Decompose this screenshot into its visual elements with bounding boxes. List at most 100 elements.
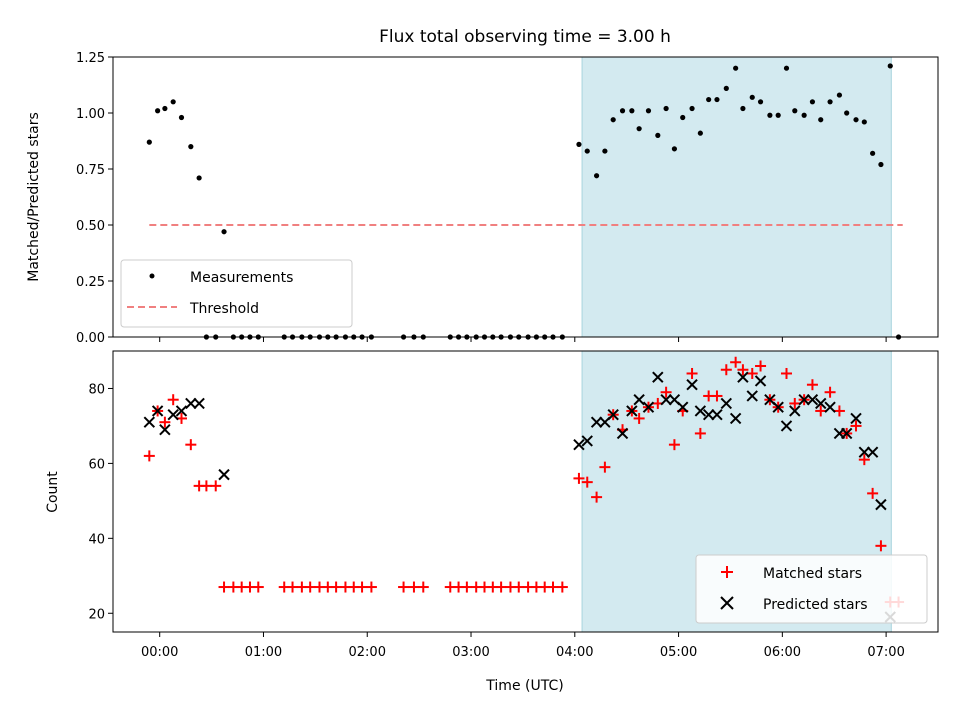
matched-star-point (694, 427, 706, 439)
measurement-point (767, 112, 773, 118)
measurement-point (870, 150, 876, 156)
predicted-star-point (642, 401, 655, 413)
matched-star-point (581, 476, 593, 488)
matched-star-point (780, 367, 792, 379)
matched-star-point (356, 581, 368, 593)
legend-predicted-marker (720, 596, 734, 610)
measurement-point (853, 117, 859, 123)
predicted-star-stroke-b (815, 397, 827, 410)
measurement-point (170, 99, 176, 105)
predicted-star-point (780, 420, 793, 432)
predicted-star-point (590, 416, 603, 428)
legend-matched-label: Matched stars (763, 566, 862, 582)
matched-star-point (573, 472, 585, 484)
predicted-star-stroke-b (175, 405, 188, 417)
predicted-star-point (815, 397, 827, 410)
predicted-star-stroke-b (840, 427, 853, 440)
top-y-axis: 0.00 0.25 0.50 0.75 1.00 1.25 (76, 51, 113, 346)
predicted-star-stroke-b (772, 401, 784, 413)
predicted-star-point (875, 498, 887, 511)
predicted-star-stroke-b (626, 405, 638, 417)
measurement-point (836, 92, 843, 98)
measurement-point (818, 117, 824, 123)
matched-star-point (167, 394, 179, 406)
measurement-point (697, 130, 703, 136)
predicted-star-stroke-b (159, 423, 171, 436)
predicted-star-stroke-b (824, 401, 836, 413)
predicted-star-stroke-b (746, 390, 758, 402)
predicted-star-point (159, 423, 171, 436)
matched-star-point (668, 439, 680, 451)
predicted-star-stroke-b (151, 405, 164, 417)
predicted-star-point (737, 371, 749, 383)
matched-star-point (330, 581, 342, 593)
measurement-point (584, 148, 590, 154)
predicted-star-point (677, 401, 689, 413)
matched-star-points (143, 356, 905, 608)
predicted-star-point (607, 408, 619, 421)
top-y-tick-label: 0.25 (76, 275, 105, 290)
predicted-star-point (711, 408, 723, 421)
predicted-star-stroke-b (694, 405, 707, 417)
measurement-point (576, 141, 582, 147)
matched-star-point (495, 581, 507, 593)
predicted-star-stroke-b (754, 375, 767, 387)
matched-star-point (867, 487, 879, 499)
predicted-star-point (806, 393, 819, 406)
measurement-point (792, 108, 798, 114)
matched-star-point (599, 461, 611, 473)
bottom-y-tick-label: 20 (88, 607, 105, 622)
predicted-star-point (686, 379, 698, 391)
predicted-star-stroke-b (686, 379, 698, 391)
measurement-point (689, 105, 695, 112)
predicted-star-stroke-b (218, 468, 230, 481)
predicted-star-stroke-b (167, 408, 179, 421)
bottom-frame (112, 350, 939, 633)
measurement-point (593, 173, 600, 179)
predicted-star-point (193, 397, 205, 410)
measurement-point (671, 146, 678, 152)
predicted-star-stroke-b (633, 393, 645, 406)
predicted-star-point (573, 438, 585, 451)
matched-star-point (711, 390, 723, 402)
legend-threshold-label: Threshold (189, 301, 259, 317)
predicted-star-stroke-b (668, 393, 681, 406)
measurement-point (844, 110, 850, 116)
measurement-point (645, 108, 652, 114)
predicted-star-stroke-b (858, 446, 871, 458)
predicted-star-stroke-b (660, 393, 672, 406)
matched-star-point (513, 581, 525, 593)
predicted-star-point (789, 405, 801, 417)
top-panel: 0.00 0.25 0.50 0.75 1.00 1.25 Matched/Predict… (26, 51, 939, 346)
measurement-point (775, 112, 781, 118)
predicted-star-stroke-b (729, 412, 742, 425)
predicted-star-point (772, 401, 784, 413)
predicted-star-point (720, 397, 733, 410)
measurement-point (196, 175, 202, 181)
predicted-star-point (840, 427, 853, 440)
predicted-star-stroke-b (642, 401, 655, 413)
matched-star-point (143, 450, 155, 462)
bottom-x-tick-label: 03:00 (452, 645, 489, 660)
predicted-star-point (581, 435, 593, 447)
top-y-tick-label: 0.00 (76, 331, 105, 346)
predicted-star-point (850, 412, 862, 425)
predicted-star-stroke-b (711, 408, 723, 421)
bottom-y-axis-label: Count (45, 471, 61, 513)
matched-star-point (633, 412, 645, 424)
measurement-point (749, 94, 755, 100)
predicted-star-stroke-b (875, 498, 887, 511)
matched-star-point (218, 581, 230, 593)
matched-star-point (833, 405, 845, 417)
predicted-star-points (143, 371, 896, 623)
legend-measurements-label: Measurements (190, 270, 293, 286)
matched-star-point (686, 367, 698, 379)
bottom-x-tick-label: 01:00 (245, 645, 282, 660)
measurement-point (757, 99, 764, 105)
measurement-point (655, 132, 661, 138)
measurement-point (636, 126, 642, 132)
measurement-point (155, 108, 161, 114)
legend-matched-marker (721, 566, 733, 578)
bottom-legend: Matched stars Predicted stars (695, 554, 928, 624)
